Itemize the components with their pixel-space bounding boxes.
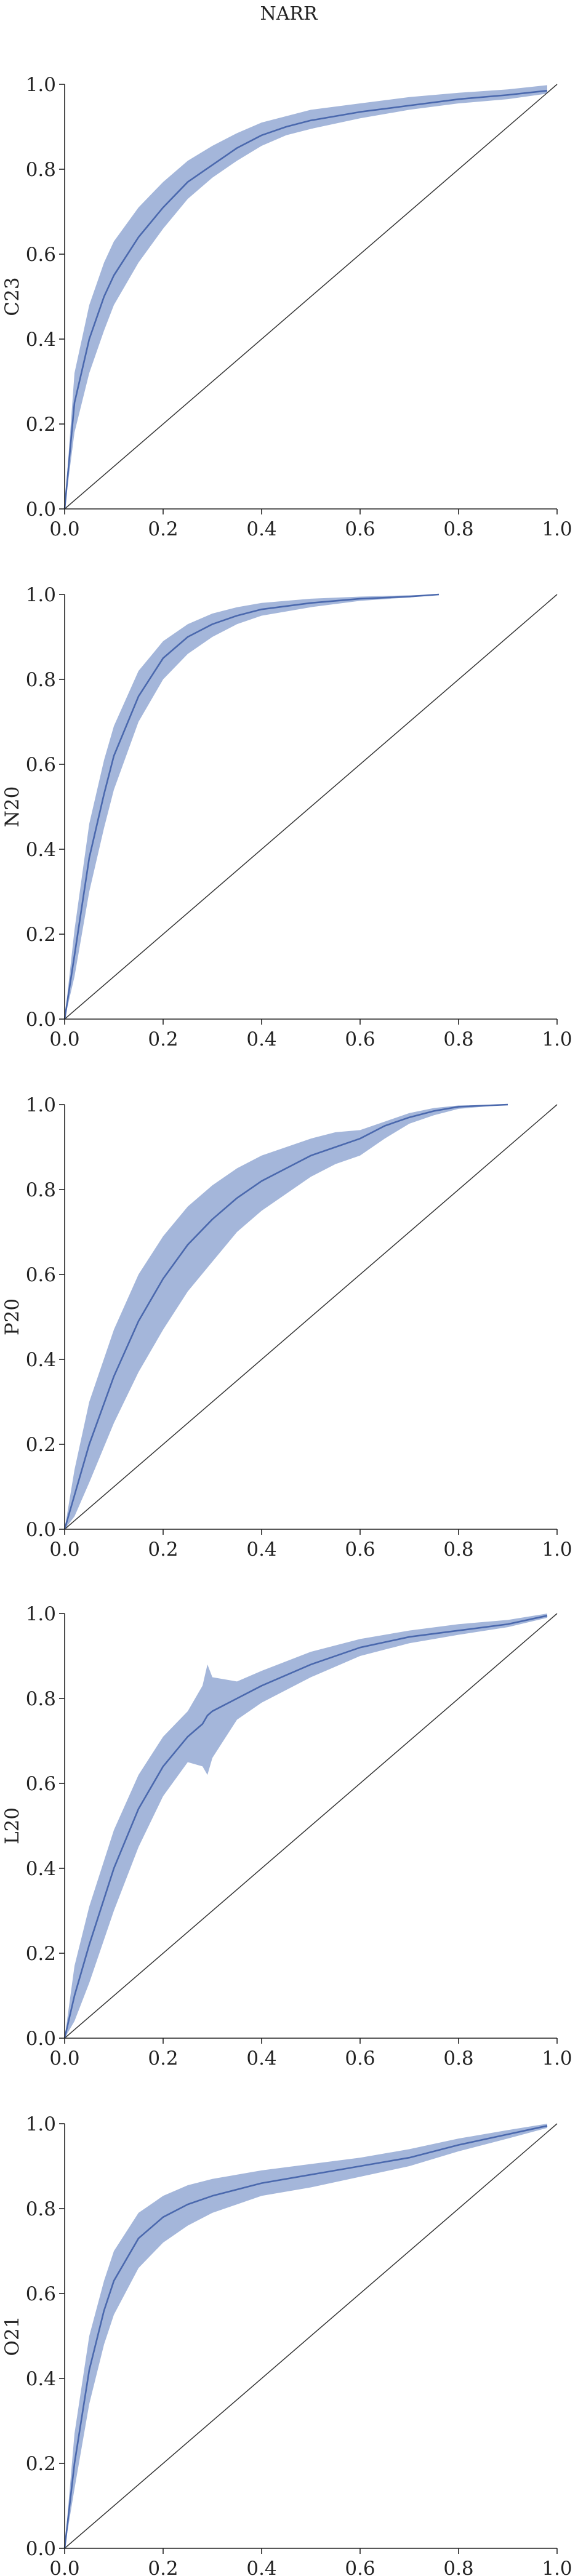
y-tick-label: 0.8	[26, 159, 56, 181]
mean-curve	[63, 2125, 548, 2549]
confidence-band	[65, 594, 439, 1019]
y-tick-label: 1.0	[26, 2113, 56, 2135]
y-axis-label: P20	[1, 1298, 23, 1335]
x-tick-label: 0.2	[148, 2558, 178, 2576]
x-tick-label: 0.4	[246, 2047, 276, 2070]
y-tick-label: 0.4	[26, 1858, 56, 1880]
y-tick-label: 1.0	[26, 1094, 56, 1116]
y-tick-label: 0.6	[26, 244, 56, 266]
mean-curve	[63, 90, 548, 510]
x-tick-label: 0.6	[345, 1538, 375, 1561]
y-tick-label: 0.0	[26, 2028, 56, 2050]
x-tick-label: 0.4	[246, 518, 276, 540]
y-tick-label: 0.6	[26, 754, 56, 776]
y-axis-label: L20	[1, 1807, 23, 1844]
y-axis-label: O21	[1, 2316, 23, 2356]
subplot-c23: 0.0 0.2 0.4 0.6 0.8 1.0 0.0 0.2 0.4 0.6 0.8 1.0 C23	[1, 74, 572, 540]
y-tick-label: 0.0	[26, 498, 56, 521]
confidence-band	[65, 2124, 547, 2548]
x-tick-label: 0.0	[49, 518, 79, 540]
x-tick-label: 0.0	[49, 2558, 79, 2576]
x-tick-label: 1.0	[542, 1028, 572, 1050]
x-tick-label: 0.4	[246, 1538, 276, 1561]
y-tick-label: 0.6	[26, 1773, 56, 1795]
subplot-p20: 0.0 0.2 0.4 0.6 0.8 1.0 0.0 0.2 0.4 0.6 0.8 1.0 P20	[1, 1094, 572, 1561]
x-tick-label: 0.2	[148, 1028, 178, 1050]
x-tick-label: 0.2	[148, 2047, 178, 2070]
x-tick-label: 1.0	[542, 2047, 572, 2070]
y-tick-label: 0.8	[26, 1179, 56, 1201]
y-tick-label: 0.0	[26, 1519, 56, 1541]
y-tick-label: 0.6	[26, 1264, 56, 1286]
diagonal-reference-line	[64, 2123, 558, 2549]
x-tick-label: 0.8	[443, 2558, 473, 2576]
x-tick-label: 0.4	[246, 1028, 276, 1050]
y-tick-label: 0.2	[26, 1943, 56, 1965]
y-tick-label: 0.8	[26, 669, 56, 691]
y-tick-label: 0.8	[26, 1688, 56, 1710]
mean-curve	[63, 1103, 508, 1530]
y-tick-label: 0.0	[26, 2538, 56, 2560]
y-axis-label: C23	[1, 277, 23, 316]
x-tick-label: 0.8	[443, 2047, 473, 2070]
x-tick-label: 1.0	[542, 2558, 572, 2576]
x-tick-label: 1.0	[542, 1538, 572, 1561]
y-tick-label: 1.0	[26, 584, 56, 606]
subplot-o21: 0.0 0.2 0.4 0.6 0.8 1.0 0.0 0.2 0.4 0.6 0.8 1.0 O21	[1, 2113, 572, 2576]
y-tick-label: 0.4	[26, 1349, 56, 1371]
y-tick-label: 1.0	[26, 1603, 56, 1625]
x-tick-label: 0.0	[49, 1538, 79, 1561]
confidence-band	[65, 1614, 547, 2038]
x-tick-label: 0.4	[246, 2558, 276, 2576]
y-axis-label: N20	[1, 786, 23, 828]
x-tick-label: 0.8	[443, 1028, 473, 1050]
figure-title: NARR	[260, 3, 318, 25]
x-tick-label: 0.6	[345, 2558, 375, 2576]
diagonal-reference-line	[64, 84, 558, 510]
mean-curve	[63, 1615, 548, 2039]
y-tick-label: 0.2	[26, 924, 56, 946]
x-tick-label: 0.2	[148, 518, 178, 540]
y-tick-label: 0.6	[26, 2283, 56, 2305]
diagonal-reference-line	[64, 1104, 558, 1530]
y-tick-label: 0.4	[26, 839, 56, 861]
x-tick-label: 0.0	[49, 2047, 79, 2070]
confidence-band	[65, 1105, 508, 1529]
confidence-band	[65, 85, 547, 509]
subplots: 0.00.20.40.60.81.00.0 0.2 0.4 0.6 0.8 1.0C230…	[1, 74, 572, 2576]
y-tick-label: 0.2	[26, 1434, 56, 1456]
x-tick-label: 0.6	[345, 1028, 375, 1050]
y-tick-label: 0.2	[26, 2453, 56, 2475]
x-tick-label: 0.6	[345, 518, 375, 540]
y-tick-label: 1.0	[26, 74, 56, 96]
x-tick-label: 0.8	[443, 518, 473, 540]
y-tick-label: 0.4	[26, 329, 56, 351]
x-tick-label: 0.2	[148, 1538, 178, 1561]
diagonal-reference-line	[64, 594, 558, 1020]
y-tick-label: 0.8	[26, 2198, 56, 2220]
subplot-l20: 0.0 0.2 0.4 0.6 0.8 1.0 0.0 0.2 0.4 0.6 0.8 1.0 L20	[1, 1603, 572, 2070]
diagonal-reference-line	[64, 1613, 558, 2039]
x-tick-label: 0.6	[345, 2047, 375, 2070]
x-tick-label: 1.0	[542, 518, 572, 540]
y-tick-label: 0.0	[26, 1009, 56, 1031]
x-tick-label: 0.8	[443, 1538, 473, 1561]
y-tick-label: 0.2	[26, 414, 56, 436]
subplot-n20: 0.0 0.2 0.4 0.6 0.8 1.0 0.0 0.2 0.4 0.6 0.8 1.0 N20	[1, 584, 572, 1050]
mean-curve	[63, 593, 440, 1020]
x-tick-label: 0.0	[49, 1028, 79, 1050]
y-tick-label: 0.4	[26, 2368, 56, 2390]
